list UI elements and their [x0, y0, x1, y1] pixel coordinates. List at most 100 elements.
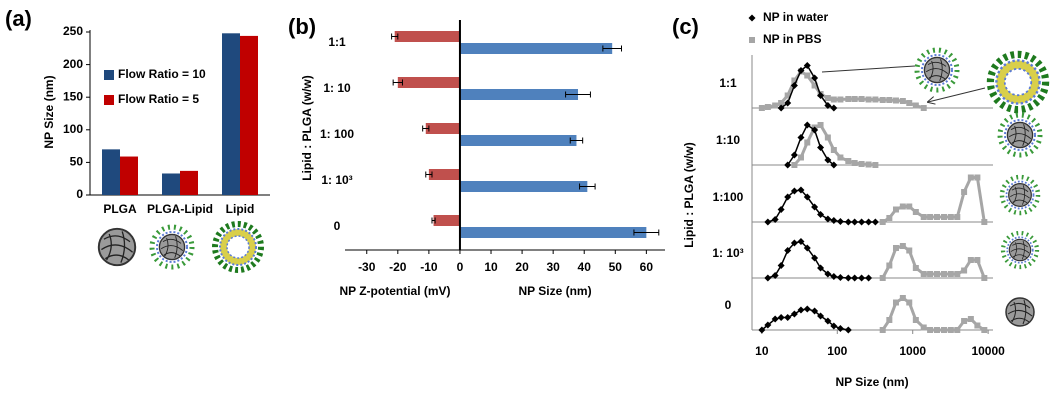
- bar: [428, 169, 460, 180]
- x-axis-label: NP Size (nm): [835, 375, 908, 389]
- x-tick-label: 0: [457, 260, 464, 274]
- legend-swatch: [104, 95, 114, 105]
- marker: [790, 151, 798, 159]
- error-bar: [565, 91, 591, 98]
- legend-label: Flow Ratio = 5: [118, 92, 199, 106]
- marker: [912, 317, 919, 323]
- marker: [811, 74, 819, 82]
- marker: [899, 243, 906, 249]
- legend-label: Flow Ratio = 10: [118, 67, 206, 81]
- x-tick-label: 1000: [899, 344, 926, 358]
- marker: [899, 295, 906, 301]
- marker: [967, 257, 974, 263]
- arrow: [821, 65, 986, 102]
- marker: [797, 238, 805, 245]
- marker: [784, 92, 791, 99]
- marker: [920, 324, 927, 331]
- y-tick-label: 1: 100: [320, 127, 354, 141]
- marker: [974, 174, 981, 181]
- marker: [974, 322, 981, 329]
- x-tick-label: PLGA: [103, 202, 137, 216]
- marker: [803, 193, 811, 201]
- panel-label: (b): [288, 14, 316, 39]
- marker: [920, 105, 927, 111]
- series-line: [881, 244, 986, 279]
- icon-liposome: [990, 54, 1045, 109]
- marker: [851, 218, 859, 226]
- marker: [836, 274, 844, 281]
- marker: [817, 92, 825, 99]
- marker: [784, 247, 792, 254]
- marker: [791, 162, 798, 168]
- marker: [830, 217, 838, 224]
- bar: [459, 43, 613, 54]
- marker: [927, 271, 934, 277]
- marker: [851, 96, 858, 102]
- marker: [981, 275, 988, 281]
- x-tick-label: 30: [546, 260, 560, 274]
- marker: [784, 99, 792, 107]
- marker: [777, 262, 785, 269]
- marker: [947, 214, 954, 220]
- icon-plga: [1005, 297, 1035, 327]
- marker: [804, 139, 811, 146]
- legend-marker: [748, 14, 756, 22]
- legend-swatch: [104, 70, 114, 80]
- error-bar: [392, 79, 403, 86]
- bar: [425, 123, 460, 134]
- marker: [784, 193, 792, 201]
- marker: [811, 307, 819, 315]
- bar: [459, 89, 579, 100]
- y-tick-label: 50: [70, 155, 84, 169]
- y-tick-label: 1: 10: [323, 81, 351, 95]
- marker: [817, 264, 825, 272]
- marker: [906, 247, 913, 254]
- marker: [830, 273, 838, 280]
- marker: [892, 97, 899, 104]
- error-bar: [425, 171, 433, 178]
- icon-lipid: [215, 224, 261, 270]
- marker: [830, 104, 838, 112]
- marker: [784, 161, 792, 169]
- error-bar: [431, 217, 436, 224]
- error-bar: [633, 229, 660, 236]
- marker: [830, 161, 838, 169]
- marker: [790, 310, 798, 318]
- marker: [804, 72, 811, 79]
- icon-hybrid: [1002, 177, 1038, 213]
- marker: [830, 96, 837, 103]
- marker: [811, 203, 819, 211]
- marker: [824, 134, 831, 141]
- series-line: [881, 176, 986, 224]
- marker: [790, 82, 798, 89]
- marker: [844, 326, 852, 334]
- marker: [830, 147, 837, 153]
- error-bar: [579, 183, 596, 190]
- y-tick-label: 150: [63, 89, 83, 103]
- y-axis-label: Lipid : PLGA (w/w): [682, 142, 696, 248]
- marker: [941, 327, 948, 333]
- marker: [967, 174, 974, 181]
- row-label: 1:10: [716, 133, 740, 147]
- marker: [961, 189, 968, 195]
- icon-hybrid: [1000, 115, 1040, 155]
- marker: [772, 102, 779, 109]
- bar: [459, 227, 647, 238]
- marker: [865, 96, 872, 103]
- marker: [777, 206, 785, 213]
- x-axis-label: NP Size (nm): [518, 284, 591, 298]
- row-label: 0: [725, 298, 732, 312]
- marker: [927, 214, 934, 220]
- marker: [906, 299, 913, 306]
- marker: [811, 126, 819, 134]
- x-tick-label: 50: [609, 260, 623, 274]
- marker: [879, 97, 886, 103]
- marker: [892, 299, 899, 306]
- x-tick-label: 10000: [971, 344, 1005, 358]
- y-tick-label: 200: [63, 57, 83, 71]
- marker: [817, 122, 824, 128]
- marker: [817, 211, 825, 218]
- marker: [912, 265, 919, 271]
- x-tick-label: 60: [640, 260, 654, 274]
